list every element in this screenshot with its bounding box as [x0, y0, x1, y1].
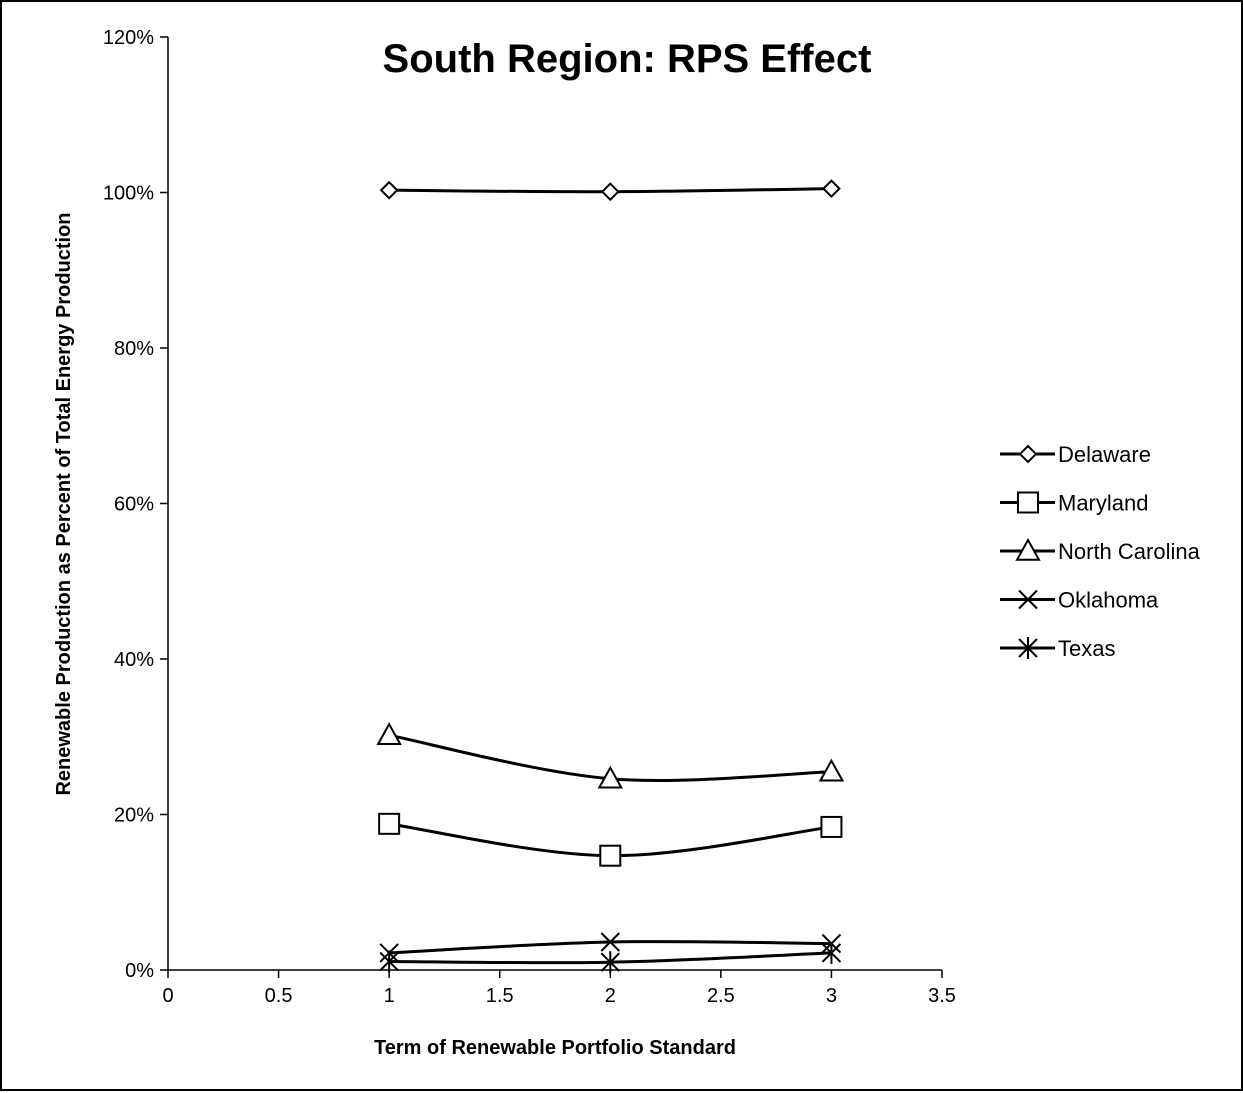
x-tick-label: 2 [605, 985, 616, 1007]
data-point-texas [379, 950, 399, 973]
y-axis-title: Renewable Production as Percent of Total… [53, 212, 75, 795]
x-tick-label: 3.5 [928, 985, 956, 1007]
x-tick-label: 2.5 [707, 985, 735, 1007]
x-tick-label: 0.5 [265, 985, 293, 1007]
legend-item-texas: Texas [1000, 636, 1115, 661]
x-tick-label: 0 [162, 985, 173, 1007]
data-point-delaware [600, 182, 620, 202]
legend-label: Oklahoma [1058, 588, 1159, 613]
legend-marker [1018, 444, 1038, 464]
x-axis-title: Term of Renewable Portfolio Standard [374, 1037, 736, 1059]
y-tick-label: 0% [125, 960, 154, 982]
series-maryland [378, 812, 843, 867]
data-point-north-carolina [597, 765, 623, 789]
y-tick-label: 100% [103, 183, 154, 205]
data-point-delaware [822, 179, 841, 199]
data-point-maryland [820, 815, 843, 838]
data-point-texas [600, 951, 620, 974]
y-tick-label: 20% [114, 805, 154, 827]
legend-marker [1018, 637, 1038, 659]
legend-label: North Carolina [1058, 539, 1201, 564]
legend-item-maryland: Maryland [1000, 491, 1148, 516]
data-point-maryland [599, 844, 622, 867]
y-tick-label: 40% [114, 649, 154, 671]
data-point-maryland [378, 812, 401, 835]
data-point-north-carolina [818, 758, 845, 782]
legend-item-oklahoma: Oklahoma [1000, 588, 1159, 613]
data-point-north-carolina [376, 722, 402, 745]
y-tick-label: 120% [103, 27, 154, 49]
legend-marker [1018, 589, 1038, 610]
legend: Delaware Maryland North Carolina Oklahoma Te… [1000, 442, 1201, 661]
legend-marker [1015, 537, 1041, 561]
series-texas [379, 941, 842, 974]
legend-item-delaware: Delaware [1000, 442, 1151, 467]
chart-title: South Region: RPS Effect [383, 37, 872, 81]
series-layer [376, 179, 845, 974]
legend-label: Delaware [1058, 442, 1151, 467]
data-point-texas [821, 941, 842, 964]
axes: 0% 20% 40% 60% 80% 100% 120% 0 0.5 1 1.5 2 2.5 3 3.5 [103, 27, 956, 1007]
series-delaware [379, 179, 841, 202]
data-point-oklahoma [600, 932, 620, 952]
legend-label: Maryland [1058, 491, 1148, 516]
data-point-delaware [379, 180, 399, 200]
y-tick-label: 80% [114, 338, 154, 360]
x-tick-label: 3 [826, 985, 837, 1007]
legend-marker [1017, 491, 1039, 514]
legend-item-north-carolina: North Carolina [1000, 537, 1201, 564]
series-north-carolina [376, 722, 845, 789]
legend-label: Texas [1058, 636, 1115, 661]
x-tick-label: 1.5 [486, 985, 514, 1007]
x-tick-label: 1 [384, 985, 395, 1007]
y-tick-label: 60% [114, 494, 154, 516]
